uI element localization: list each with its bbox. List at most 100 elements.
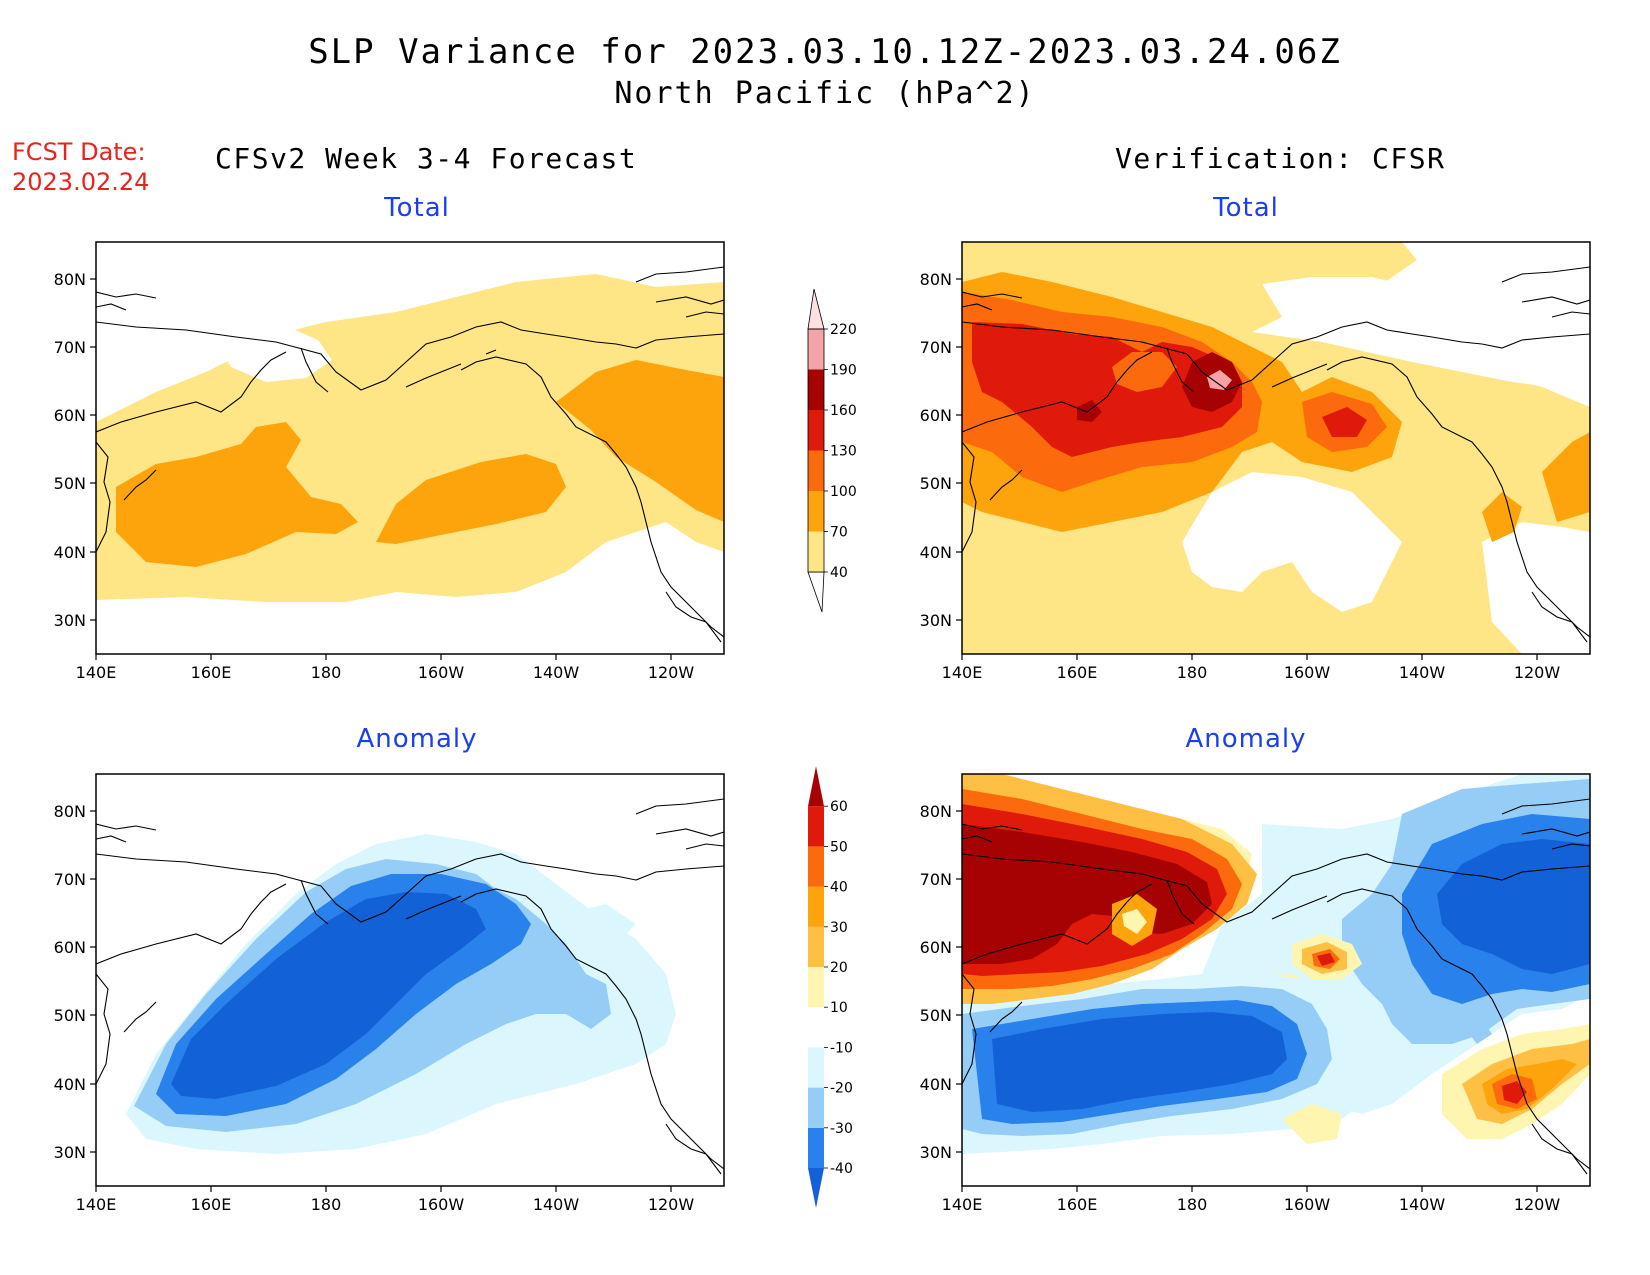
verification-total-map: 80N 70N 60N 50N 40N 30N 140E 160E 180 160W 140W 12… [920,241,1591,682]
lon-tick-label: 120W [648,663,695,682]
lon-tick-label: 140W [1399,663,1446,682]
lon-tick-label: 120W [1514,663,1561,682]
colorbar-segment [808,967,824,1008]
lat-tick-label: 70N [920,870,952,889]
lat-tick-label: 70N [54,338,86,357]
lat-tick-label: 50N [54,1006,86,1025]
colorbar-label: -30 [830,1121,853,1137]
colorbar-over-arrow [807,288,825,330]
colorbar-segment [808,410,824,451]
lat-tick-label: 40N [54,1075,86,1094]
main-title: SLP Variance for 2023.03.10.12Z-2023.03.… [308,32,1342,72]
lat-tick-label: 40N [920,543,952,562]
colorbar-segment [808,329,824,370]
top-right-panel-label: Total [1213,193,1279,223]
forecast-date-value: 2023.02.24 [12,168,150,196]
colorbar-segment [808,1007,824,1048]
lon-tick-label: 160W [1284,663,1331,682]
lat-tick-label: 80N [54,802,86,821]
lon-tick-label: 140E [942,1195,983,1214]
lon-tick-label: 180 [311,1195,342,1214]
colorbar-segment [808,1087,824,1128]
lat-tick-label: 30N [920,1143,952,1162]
lat-axis: 80N 70N 60N 50N 40N 30N [54,270,96,630]
right-column-title: Verification: CFSR [1115,142,1446,175]
lat-tick-label: 70N [54,870,86,889]
colorbar-segment [808,450,824,491]
verification-anomaly-map: 80N 70N 60N 50N 40N 30N 140E 160E 180 160W 140W 12… [920,773,1591,1214]
colorbar-label: 60 [830,799,848,815]
colorbar-label: 130 [830,444,857,460]
lon-tick-label: 160W [1284,1195,1331,1214]
lat-tick-label: 40N [54,543,86,562]
lon-tick-label: 160W [418,663,465,682]
lat-tick-label: 80N [920,270,952,289]
colorbar-under-arrow [807,571,825,613]
colorbar-label: 50 [830,839,848,855]
colorbar-segment [808,1127,824,1168]
lon-tick-label: 120W [1514,1195,1561,1214]
lat-tick-label: 30N [54,1143,86,1162]
forecast-date-label: FCST Date: [12,138,146,166]
colorbar-label: 20 [830,960,848,976]
colorbar-label: 160 [830,403,857,419]
lon-tick-label: 180 [311,663,342,682]
forecast-anomaly-map: 80N 70N 60N 50N 40N 30N 140E 160E 180 160W 140W 12… [54,773,725,1214]
lon-tick-label: 140E [942,663,983,682]
bottom-left-panel-label: Anomaly [356,724,478,754]
colorbar-over-arrow [808,766,824,807]
colorbar-segment [808,886,824,927]
lon-tick-label: 120W [648,1195,695,1214]
colorbar-under-arrow [808,1168,824,1208]
colorbar-label: 40 [830,880,848,896]
colorbar-label: 220 [830,322,857,338]
lon-axis: 140E 160E 180 160W 140W 120W [942,654,1561,682]
colorbar-segment [808,1047,824,1088]
lon-tick-label: 140E [76,1195,117,1214]
colorbar-label: -20 [830,1081,853,1097]
lon-tick-label: 160E [1057,1195,1098,1214]
lat-tick-label: 60N [920,406,952,425]
forecast-total-map: 80N 70N 60N 50N 40N 30N 140E 160E 180 160W 140W 12… [54,241,725,682]
anomaly-colorbar: -40 -30 -20 -10 10 20 30 40 50 60 [808,766,853,1208]
colorbar-label: 40 [830,565,848,581]
lat-tick-label: 30N [920,611,952,630]
lon-tick-label: 160E [191,663,232,682]
left-column-title: CFSv2 Week 3-4 Forecast [215,142,638,175]
lat-axis: 80N 70N 60N 50N 40N 30N [920,802,962,1162]
lon-tick-label: 140E [76,663,117,682]
lon-tick-label: 140W [533,1195,580,1214]
total-colorbar: 40 70 100 130 160 190 220 [807,288,857,613]
lat-tick-label: 70N [920,338,952,357]
colorbar-segment [808,846,824,887]
colorbar-label: 10 [830,1000,848,1016]
lon-tick-label: 180 [1177,1195,1208,1214]
colorbar-label: 100 [830,484,857,500]
lat-tick-label: 30N [54,611,86,630]
bottom-right-panel-label: Anomaly [1185,724,1307,754]
lon-axis: 140E 160E 180 160W 140W 120W [76,1186,695,1214]
lat-tick-label: 80N [54,270,86,289]
lon-tick-label: 140W [533,663,580,682]
colorbar-segment [808,531,824,572]
lat-tick-label: 80N [920,802,952,821]
lat-tick-label: 60N [54,938,86,957]
lat-axis: 80N 70N 60N 50N 40N 30N [54,802,96,1162]
colorbar-segment [808,369,824,410]
lon-axis: 140E 160E 180 160W 140W 120W [942,1186,1561,1214]
colorbar-segment [808,806,824,847]
lon-tick-label: 160W [418,1195,465,1214]
main-subtitle: North Pacific (hPa^2) [614,76,1036,111]
lon-tick-label: 140W [1399,1195,1446,1214]
colorbar-label: -40 [830,1161,853,1177]
colorbar-label: -10 [830,1040,853,1056]
lon-tick-label: 180 [1177,663,1208,682]
colorbar-segment [808,491,824,532]
lon-tick-label: 160E [1057,663,1098,682]
lat-tick-label: 40N [920,1075,952,1094]
colorbar-label: 30 [830,920,848,936]
lat-tick-label: 50N [920,474,952,493]
lat-tick-label: 50N [920,1006,952,1025]
colorbar-label: 70 [830,525,848,541]
top-left-panel-label: Total [384,193,450,223]
